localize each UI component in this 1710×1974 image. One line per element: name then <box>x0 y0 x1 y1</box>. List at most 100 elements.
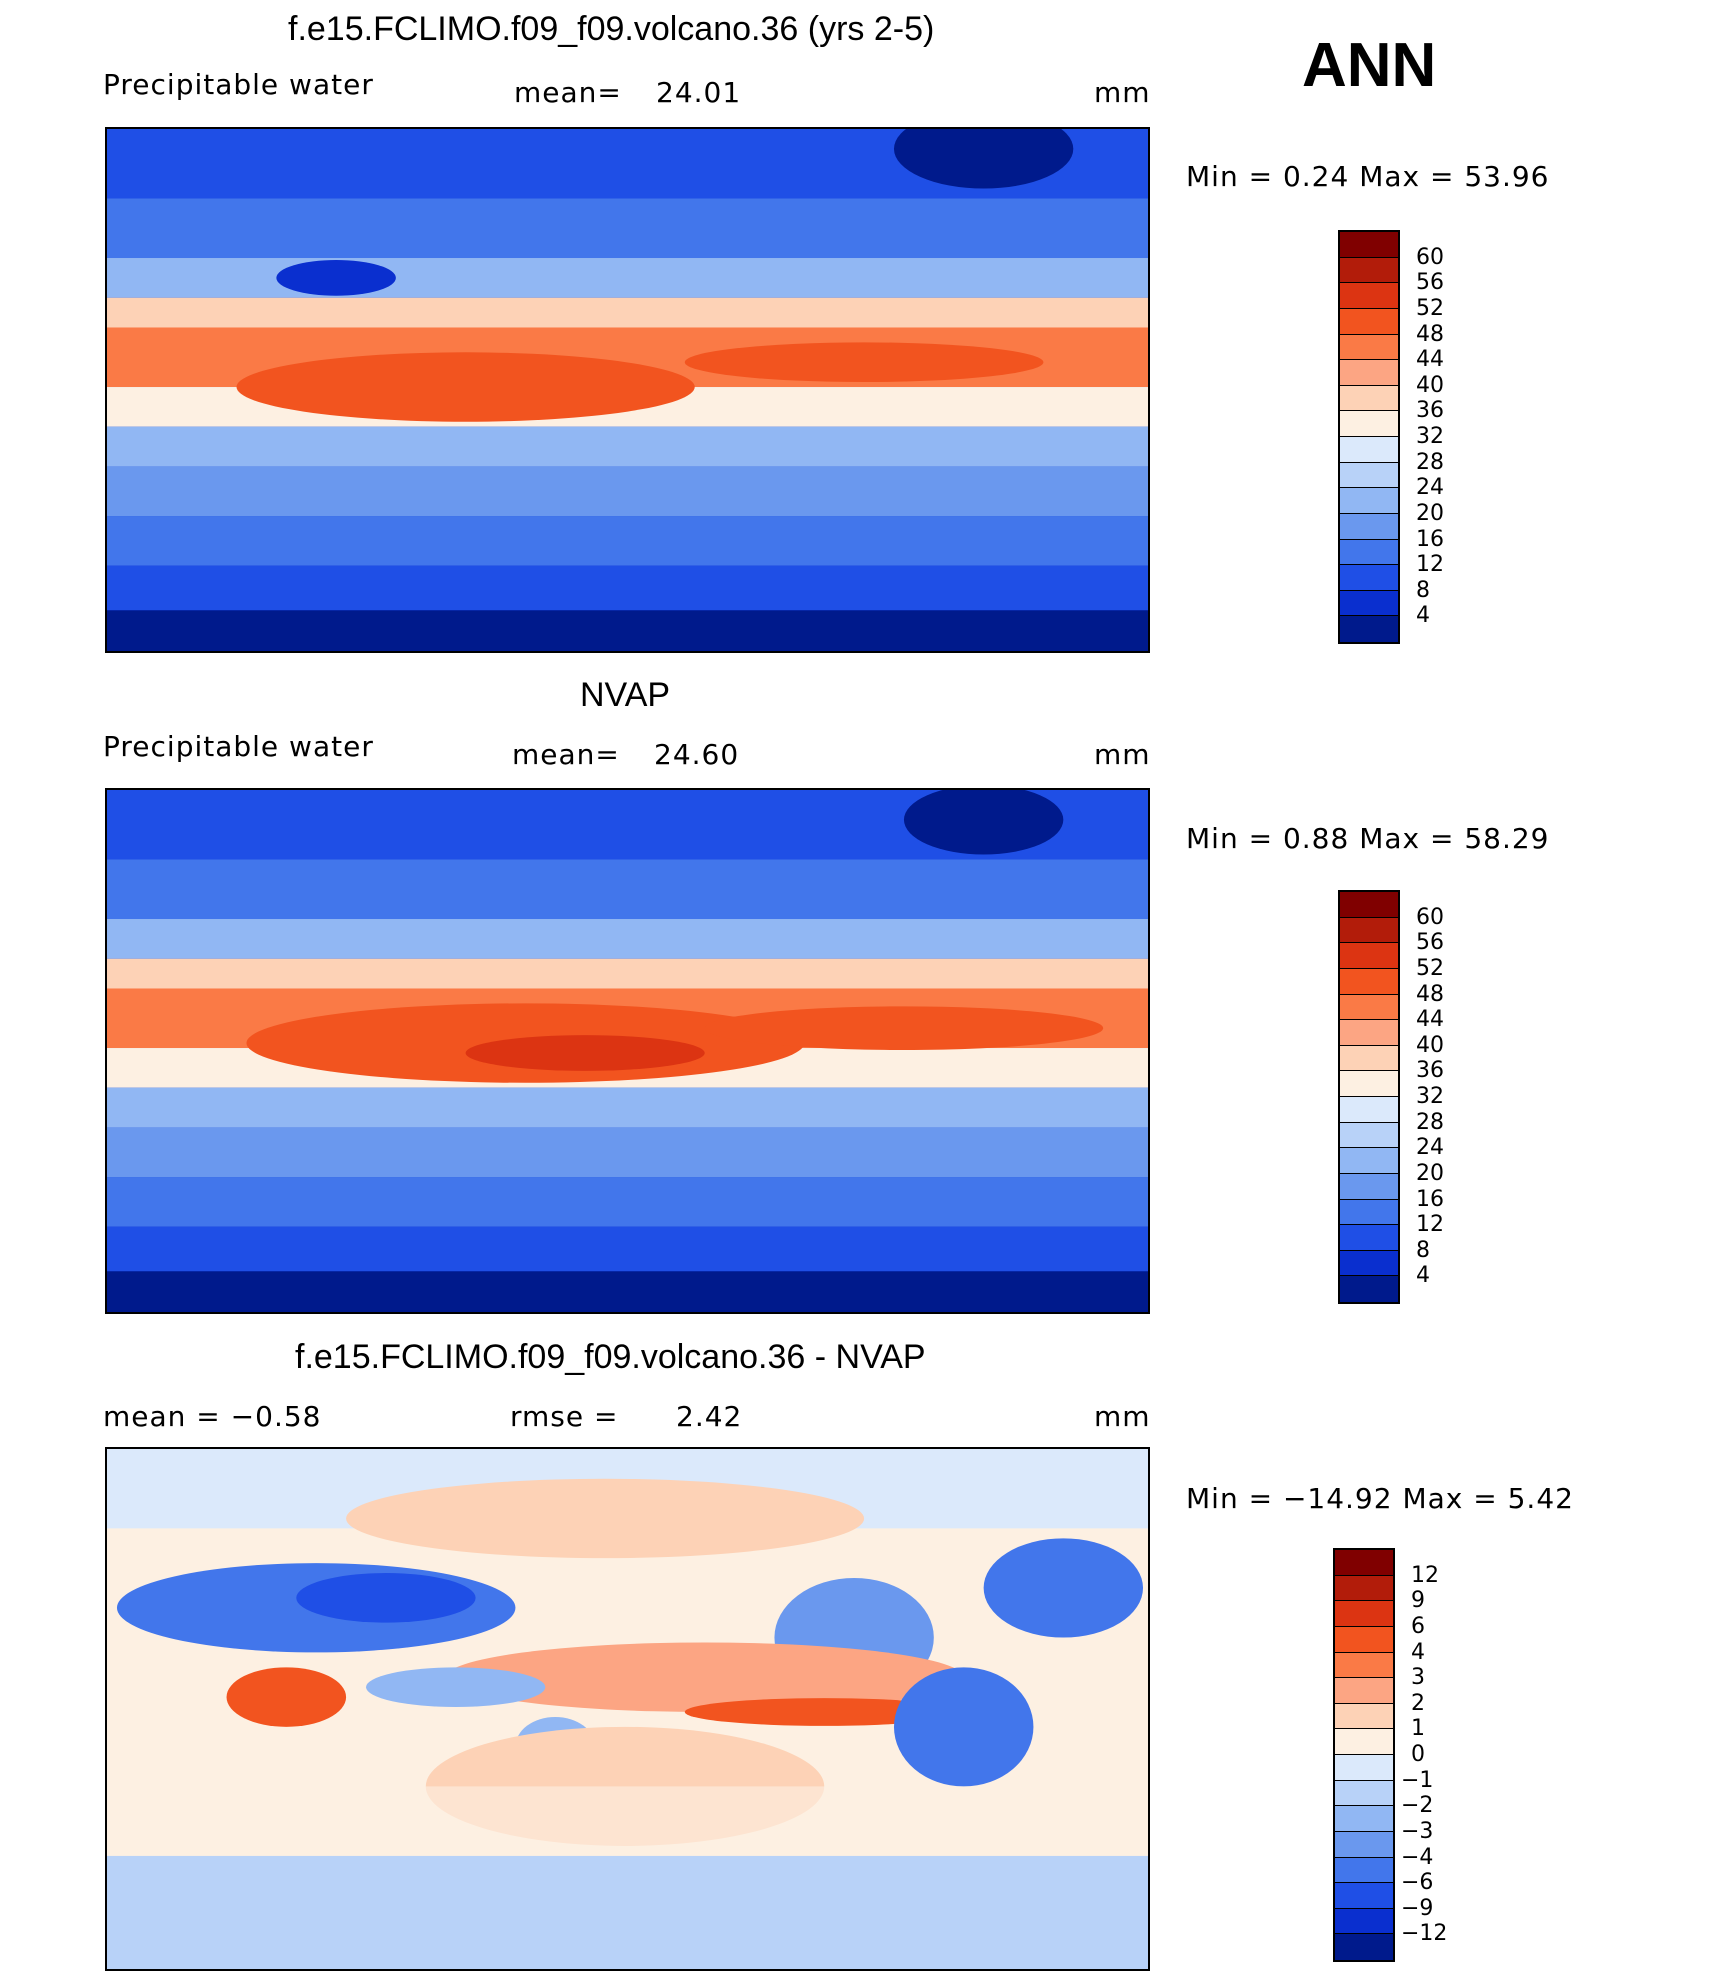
colorbar-swatch <box>1340 1276 1398 1302</box>
colorbar-tick-label: −2 <box>1401 1793 1434 1819</box>
panel-model-title: f.e15.FCLIMO.f09_f09.volcano.36 (yrs 2-5… <box>288 10 935 48</box>
panel-obs-variable-label: Precipitable water <box>103 730 374 763</box>
colorbar-tick-label: −9 <box>1401 1895 1434 1921</box>
colorbar-tick-label: 48 <box>1416 321 1444 347</box>
colorbar-tick-label: −1 <box>1401 1767 1434 1793</box>
colorbar-swatch <box>1340 1173 1398 1200</box>
colorbar-tick-label: 48 <box>1416 981 1444 1007</box>
colorbar-swatch <box>1340 334 1398 361</box>
colorbar-swatch <box>1340 616 1398 642</box>
colorbar-tick-label: 4 <box>1416 603 1430 629</box>
colorbar-tick-label: 12 <box>1416 552 1444 578</box>
colorbar-tick-label: 8 <box>1416 1237 1430 1263</box>
colorbar-swatch <box>1335 1780 1393 1807</box>
colorbar-swatch <box>1340 462 1398 489</box>
colorbar-tick-label: 32 <box>1416 424 1444 449</box>
colorbar-swatch <box>1335 1831 1393 1858</box>
panel-diff-mean: mean = −0.58 <box>103 1400 322 1433</box>
panel-diff-field <box>107 1449 1148 1969</box>
panel-diff-colorbar <box>1333 1548 1395 1962</box>
panel-model-field <box>107 129 1148 651</box>
colorbar-tick-label: 24 <box>1416 1135 1444 1161</box>
colorbar-tick-label: 60 <box>1416 244 1444 270</box>
colorbar-tick-label: 4 <box>1411 1639 1425 1665</box>
panel-diff-minmax: Min = −14.92 Max = 5.42 <box>1186 1482 1574 1515</box>
colorbar-swatch <box>1335 1883 1393 1909</box>
colorbar-tick-label: −6 <box>1401 1870 1434 1896</box>
panel-obs-units: mm <box>1094 738 1151 771</box>
colorbar-tick-label: 2 <box>1411 1690 1425 1716</box>
colorbar-tick-label: 20 <box>1416 1160 1444 1186</box>
colorbar-tick-label: 6 <box>1411 1613 1425 1639</box>
colorbar-tick-label: 40 <box>1416 372 1444 398</box>
colorbar-swatch <box>1340 1045 1398 1072</box>
panel-obs-mean-value: 24.60 <box>654 738 740 771</box>
colorbar-swatch <box>1340 539 1398 566</box>
colorbar-swatch <box>1335 1703 1393 1730</box>
colorbar-tick-label: 3 <box>1411 1665 1425 1691</box>
colorbar-swatch <box>1340 590 1398 617</box>
colorbar-swatch <box>1335 1729 1393 1755</box>
panel-model-mean-value: 24.01 <box>656 76 742 109</box>
colorbar-tick-label: 44 <box>1416 1007 1444 1033</box>
colorbar-swatch <box>1340 1020 1398 1046</box>
colorbar-tick-label: 8 <box>1416 577 1430 603</box>
colorbar-swatch <box>1340 360 1398 386</box>
panel-model-mean-label: mean= <box>514 76 622 109</box>
colorbar-tick-label: 40 <box>1416 1032 1444 1058</box>
colorbar-tick-label: −4 <box>1401 1844 1434 1870</box>
colorbar-swatch <box>1340 943 1398 969</box>
colorbar-swatch <box>1340 488 1398 514</box>
panel-obs-minmax: Min = 0.88 Max = 58.29 <box>1186 822 1550 855</box>
colorbar-swatch <box>1335 1652 1393 1679</box>
colorbar-swatch <box>1335 1550 1393 1576</box>
colorbar-swatch <box>1340 917 1398 944</box>
colorbar-tick-label: 60 <box>1416 904 1444 930</box>
panel-model-units: mm <box>1094 76 1151 109</box>
colorbar-swatch <box>1340 1071 1398 1097</box>
colorbar-swatch <box>1335 1601 1393 1627</box>
colorbar-swatch <box>1335 1806 1393 1832</box>
colorbar-swatch <box>1340 968 1398 995</box>
season-label: ANN <box>1302 31 1437 100</box>
panel-obs-colorbar <box>1338 890 1400 1304</box>
panel-obs-title: NVAP <box>580 676 671 714</box>
colorbar-tick-label: −12 <box>1401 1921 1448 1947</box>
panel-model-variable-label: Precipitable water <box>103 68 374 101</box>
colorbar-tick-label: 4 <box>1416 1263 1430 1289</box>
colorbar-tick-label: 1 <box>1411 1716 1425 1742</box>
colorbar-tick-label: 32 <box>1416 1084 1444 1109</box>
colorbar-swatch <box>1340 283 1398 309</box>
colorbar-tick-label: 56 <box>1416 930 1444 956</box>
panel-diff-rmse-value: 2.42 <box>676 1400 743 1433</box>
panel-diff-title: f.e15.FCLIMO.f09_f09.volcano.36 - NVAP <box>295 1338 926 1376</box>
colorbar-swatch <box>1340 385 1398 412</box>
colorbar-swatch <box>1340 1097 1398 1123</box>
colorbar-tick-label: −3 <box>1401 1818 1434 1844</box>
panel-diff-map <box>105 1447 1150 1971</box>
colorbar-tick-label: 28 <box>1416 1109 1444 1135</box>
colorbar-tick-label: 12 <box>1411 1562 1439 1588</box>
colorbar-swatch <box>1340 1250 1398 1277</box>
colorbar-tick-label: 56 <box>1416 270 1444 296</box>
colorbar-swatch <box>1340 257 1398 284</box>
colorbar-tick-label: 12 <box>1416 1212 1444 1238</box>
colorbar-tick-label: 16 <box>1416 526 1444 552</box>
colorbar-swatch <box>1335 1908 1393 1935</box>
colorbar-tick-label: 36 <box>1416 398 1444 424</box>
panel-model-colorbar <box>1338 230 1400 644</box>
colorbar-swatch <box>1335 1626 1393 1653</box>
colorbar-swatch <box>1340 308 1398 335</box>
colorbar-tick-label: 16 <box>1416 1186 1444 1212</box>
colorbar-swatch <box>1340 892 1398 918</box>
colorbar-swatch <box>1340 1148 1398 1174</box>
colorbar-swatch <box>1340 1225 1398 1251</box>
colorbar-swatch <box>1335 1575 1393 1602</box>
panel-obs-mean-label: mean= <box>512 738 620 771</box>
colorbar-swatch <box>1340 437 1398 463</box>
panel-obs-field <box>107 790 1148 1312</box>
colorbar-tick-label: 36 <box>1416 1058 1444 1084</box>
colorbar-swatch <box>1335 1678 1393 1704</box>
panel-model-map <box>105 127 1150 653</box>
colorbar-swatch <box>1340 232 1398 258</box>
